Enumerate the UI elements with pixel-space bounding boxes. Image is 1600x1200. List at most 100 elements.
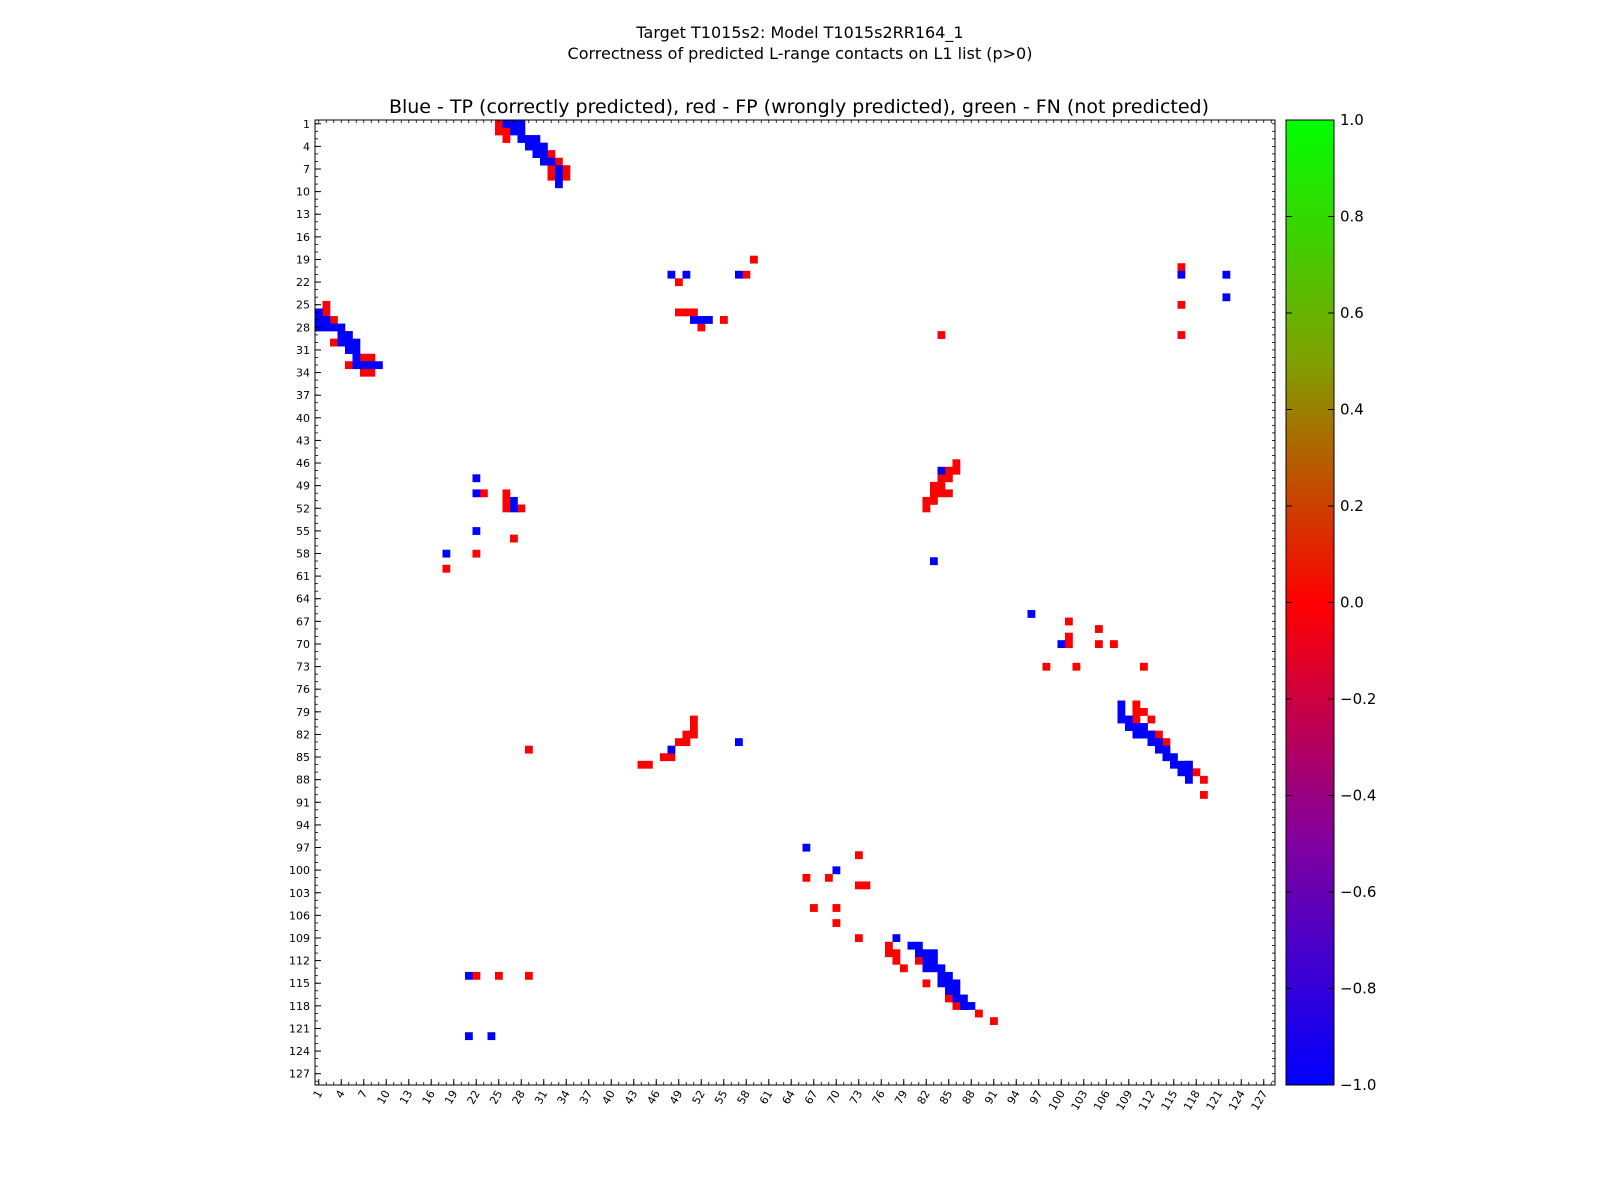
fp-cell — [1132, 708, 1141, 716]
fp-cell — [480, 489, 488, 498]
y-tick-label: 25 — [296, 299, 310, 312]
fp-cell — [945, 474, 953, 483]
x-tick-label: 88 — [960, 1088, 978, 1107]
tp-cell — [442, 549, 451, 558]
tp-cell — [465, 1032, 473, 1041]
tp-cell — [667, 745, 676, 754]
tp-cell — [337, 323, 346, 332]
fp-cell — [922, 979, 931, 988]
colorbar-tick-label: 0.2 — [1340, 497, 1364, 515]
tp-cell — [510, 127, 518, 136]
tp-cell — [1117, 708, 1126, 716]
y-tick-label: 55 — [296, 525, 310, 538]
tp-cell — [1155, 738, 1163, 747]
y-tick-label: 16 — [296, 231, 310, 244]
chart-title-line2: Correctness of predicted L-range contact… — [568, 44, 1033, 63]
y-tick-label: 46 — [296, 457, 310, 470]
fp-cell — [1110, 640, 1118, 649]
fp-cell — [975, 1009, 983, 1018]
y-tick-label: 88 — [296, 774, 310, 787]
y-tick-label: 19 — [296, 253, 310, 266]
fp-cell — [660, 753, 668, 762]
y-tick-label: 58 — [296, 547, 310, 560]
tp-cell — [1125, 723, 1133, 731]
x-tick-label: 40 — [600, 1088, 618, 1107]
tp-cell — [952, 986, 961, 995]
fp-cell — [930, 489, 938, 498]
colorbar-gradient — [1285, 119, 1335, 1086]
tp-cell — [532, 135, 541, 143]
fp-cell — [472, 549, 481, 558]
tp-cell — [922, 964, 931, 973]
y-tick-label: 118 — [289, 1000, 310, 1013]
fp-cell — [855, 851, 863, 860]
x-tick-label: 34 — [555, 1088, 573, 1107]
tp-cell — [1132, 730, 1141, 739]
fp-cell — [502, 504, 511, 513]
fp-cell — [885, 941, 893, 950]
y-tick-label: 112 — [289, 955, 310, 968]
colorbar-tick-label: −1.0 — [1340, 1076, 1376, 1094]
x-tick-label: 10 — [375, 1088, 393, 1107]
fp-cell — [502, 135, 511, 143]
tp-cell — [1147, 738, 1156, 747]
y-tick-label: 103 — [289, 887, 310, 900]
fp-cell — [945, 994, 953, 1003]
fp-cell — [1132, 700, 1141, 709]
tp-cell — [1132, 723, 1141, 731]
colorbar-tick-label: 1.0 — [1340, 111, 1364, 129]
y-tick-label: 91 — [296, 796, 310, 809]
fp-cell — [832, 904, 841, 912]
y-tick-label: 115 — [289, 977, 310, 990]
y-tick-label: 73 — [296, 661, 310, 674]
tp-cell — [555, 172, 563, 181]
fp-cell — [937, 481, 946, 490]
tp-cell — [1162, 745, 1171, 754]
colorbar-tick-label: −0.2 — [1340, 690, 1376, 708]
x-tick-label: 103 — [1069, 1088, 1091, 1113]
fp-cell — [1162, 738, 1171, 747]
tp-cell — [487, 1032, 496, 1041]
tp-cell — [315, 308, 323, 317]
fp-cell — [562, 165, 571, 174]
fp-cell — [690, 308, 698, 317]
fp-cell — [367, 368, 376, 377]
y-tick-label: 85 — [296, 751, 310, 764]
tp-cell — [472, 474, 481, 483]
x-tick-label: 109 — [1114, 1088, 1136, 1113]
fp-cell — [930, 496, 938, 505]
tp-cell — [915, 941, 923, 950]
x-tick-label: 55 — [712, 1088, 730, 1107]
fp-cell — [495, 971, 503, 980]
fp-cell — [330, 338, 338, 347]
colorbar-tick-label: −0.4 — [1340, 787, 1376, 805]
tp-cell — [472, 527, 481, 535]
tp-cell — [1140, 723, 1148, 731]
tp-cell — [1177, 270, 1186, 279]
tp-cell — [532, 142, 541, 151]
tp-cell — [525, 142, 533, 151]
tp-cell — [510, 120, 518, 128]
tp-cell — [952, 979, 961, 988]
x-tick-label: 115 — [1159, 1088, 1181, 1113]
y-tick-label: 82 — [296, 728, 310, 741]
fp-cell — [495, 120, 503, 128]
tp-cell — [690, 316, 698, 324]
fp-cell — [472, 971, 481, 980]
tp-cell — [952, 994, 961, 1003]
fp-cell — [690, 730, 698, 739]
fp-cell — [742, 270, 751, 279]
y-tick-label: 1 — [303, 118, 310, 131]
colorbar-ticks: 1.0 0.8 0.6 0.4 0.2 0.0 −0.2 −0.4 −0.6 −0.8 −1.0 — [1286, 111, 1376, 1094]
fp-cell — [937, 474, 946, 483]
x-tick-label: 1 — [311, 1088, 326, 1101]
x-tick-label: 106 — [1091, 1088, 1113, 1113]
colorbar-tick-label: 0.0 — [1340, 594, 1364, 612]
tp-cell — [1057, 640, 1066, 649]
fp-cell — [495, 127, 503, 136]
tp-cell — [510, 496, 518, 505]
fp-cell — [547, 150, 556, 158]
fp-cell — [345, 361, 353, 370]
tp-cell — [735, 738, 743, 747]
x-tick-label: 25 — [487, 1088, 505, 1107]
